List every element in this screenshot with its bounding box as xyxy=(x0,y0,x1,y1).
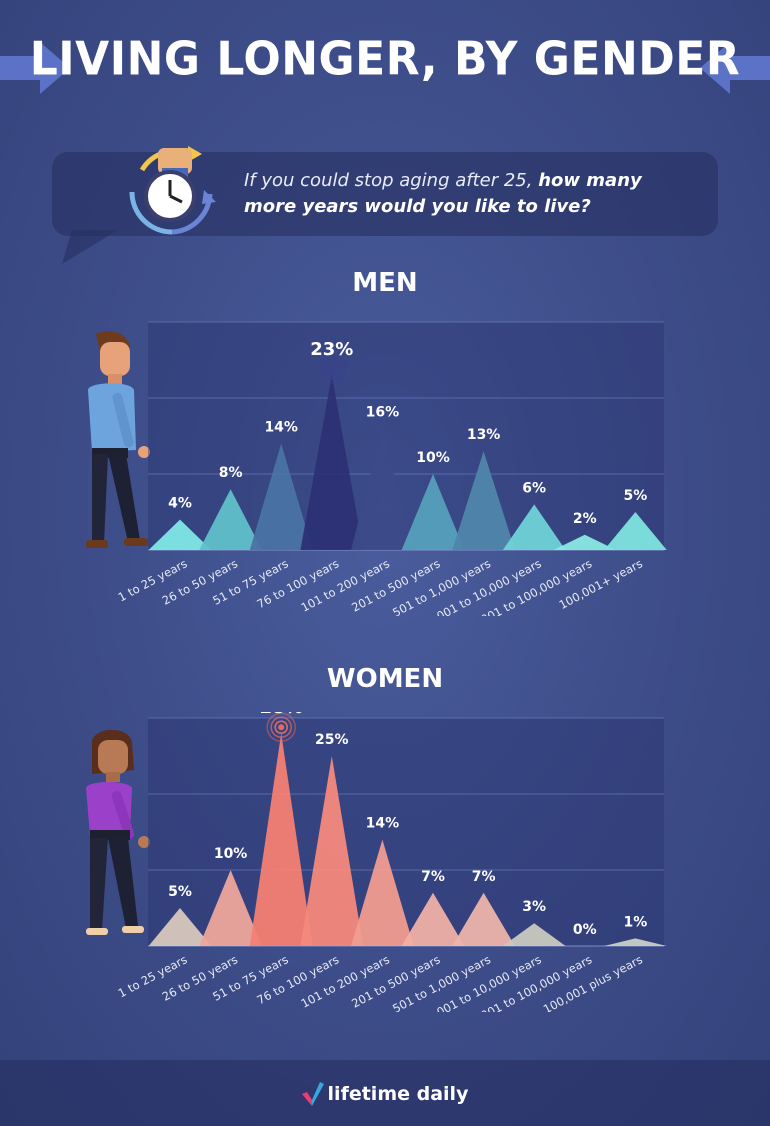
value-label: 8% xyxy=(219,465,243,481)
bar-10 xyxy=(604,938,667,946)
highlight-ring xyxy=(270,716,292,738)
value-label: 14% xyxy=(366,816,400,832)
bar-9 xyxy=(553,534,617,550)
question-part2: how many more years would you like to li… xyxy=(244,170,642,217)
bar-7 xyxy=(452,892,515,946)
highlight-ring xyxy=(274,720,288,734)
speech-bubble-tail xyxy=(62,230,118,264)
bar-10 xyxy=(604,512,667,550)
bar-1 xyxy=(148,908,212,946)
value-label: 7% xyxy=(421,869,445,885)
category-label: 101 to 200 years xyxy=(299,952,392,1010)
value-label: 3% xyxy=(522,899,546,915)
man-figure-icon xyxy=(86,331,150,548)
value-label: 2% xyxy=(573,511,597,527)
question-part1: If you could stop aging after 25, xyxy=(244,170,539,191)
highlight-ring xyxy=(266,712,296,742)
bar-5 xyxy=(351,839,414,946)
logo: lifetime daily xyxy=(0,1082,770,1106)
highlight-dot xyxy=(328,366,335,373)
bar-8 xyxy=(502,923,566,946)
bar-2 xyxy=(199,870,262,946)
clock-fist-icon xyxy=(129,146,216,235)
category-label: 100,001+ years xyxy=(557,556,645,612)
men-section-title: MEN xyxy=(352,268,418,298)
arrow-left-icon xyxy=(700,42,770,94)
highlight-ring xyxy=(321,358,343,380)
value-label: 7% xyxy=(472,869,496,885)
logo-text: lifetime daily xyxy=(327,1083,469,1105)
highlight-ring xyxy=(325,362,339,376)
bar-7 xyxy=(452,451,515,550)
bar-8 xyxy=(502,504,566,550)
page-title: LIVING LONGER, BY GENDER xyxy=(29,32,741,87)
value-label: 13% xyxy=(467,427,501,443)
value-label: 28% xyxy=(260,712,303,718)
women-section-title: WOMEN xyxy=(326,664,444,694)
woman-figure-icon xyxy=(86,730,150,935)
bar-2 xyxy=(199,489,262,550)
value-label: 5% xyxy=(624,488,648,504)
arrow-right-icon xyxy=(0,42,70,94)
value-label: 10% xyxy=(214,846,248,862)
value-label: 14% xyxy=(264,420,298,436)
check-mark-icon xyxy=(301,1082,324,1106)
value-label: 5% xyxy=(168,884,192,900)
bar-4 xyxy=(300,375,364,550)
value-label: 16% xyxy=(366,404,400,420)
value-label: 0% xyxy=(573,922,597,938)
bar-3 xyxy=(249,443,313,550)
bar-6 xyxy=(401,474,465,550)
bar-1 xyxy=(148,519,212,550)
value-label: 10% xyxy=(416,450,450,466)
question-text: If you could stop aging after 25, how ma… xyxy=(244,168,694,220)
bar-3 xyxy=(249,733,313,946)
value-label: 1% xyxy=(624,914,648,930)
value-label: 4% xyxy=(168,496,192,512)
value-label: 6% xyxy=(522,480,546,496)
value-label: 23% xyxy=(310,339,353,360)
highlight-ring xyxy=(317,354,347,384)
footer-bar xyxy=(0,1060,770,1126)
category-label: 101 to 200 years xyxy=(299,556,392,614)
value-label: 25% xyxy=(315,732,349,748)
bar-5 xyxy=(351,428,414,550)
highlight-dot xyxy=(278,724,285,731)
bar-4 xyxy=(300,756,364,946)
bar-6 xyxy=(401,892,465,946)
